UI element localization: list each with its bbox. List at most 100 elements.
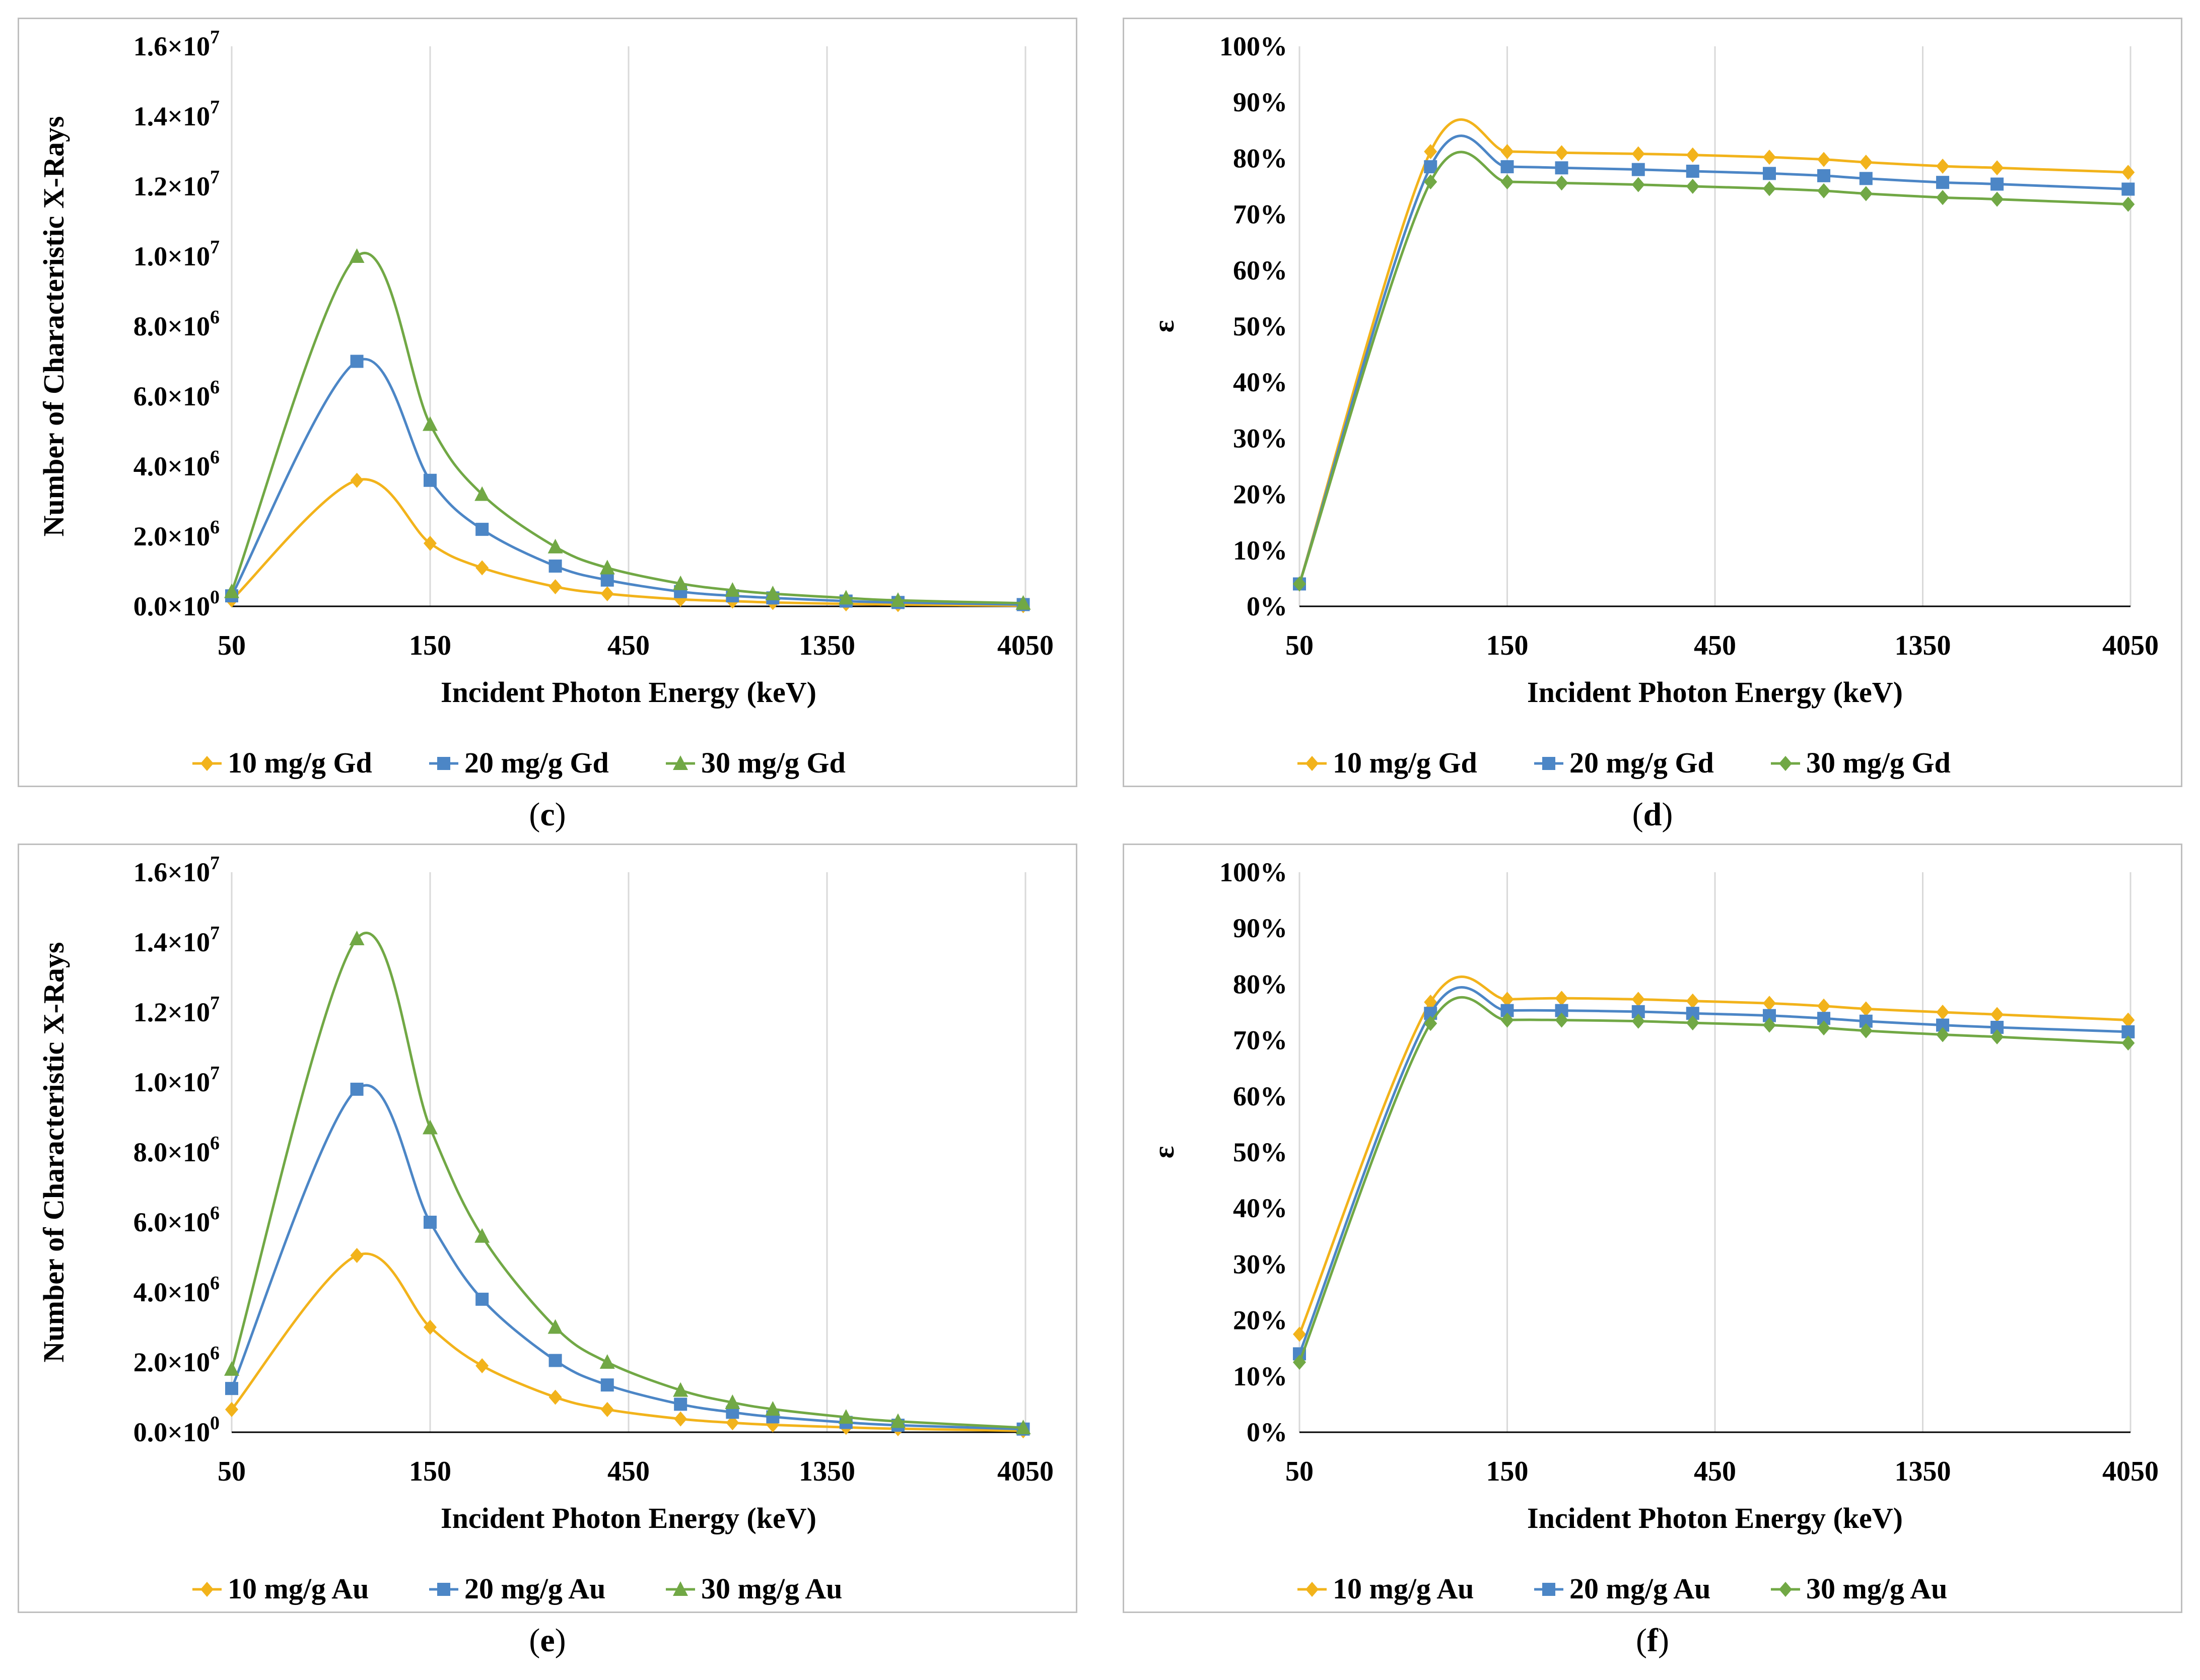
data-point (1631, 146, 1645, 162)
chart-frame (1123, 18, 2182, 787)
legend-label: 10 mg/g Au (1333, 1572, 1474, 1605)
data-point (838, 1409, 854, 1424)
data-point (600, 1378, 614, 1392)
legend-marker (200, 756, 214, 771)
data-point (1015, 1419, 1031, 1434)
legend-item: 20 mg/g Au (429, 1572, 605, 1605)
data-point (1631, 177, 1645, 192)
data-point (424, 1319, 437, 1335)
legend-item: 30 mg/g Gd (666, 746, 846, 779)
data-point (1555, 1012, 1568, 1028)
data-point (599, 559, 615, 575)
legend-label: 20 mg/g Au (1569, 1572, 1710, 1605)
y-tick-label: 0% (1247, 591, 1287, 621)
y-tick-label: 60% (1233, 1081, 1287, 1111)
data-point (674, 1411, 688, 1427)
y-tick-label: 70% (1233, 1025, 1287, 1056)
data-point (1631, 1013, 1645, 1029)
y-tick-label: 1.0×107 (133, 237, 220, 271)
data-point (1555, 161, 1568, 175)
legend-label: 30 mg/g Au (701, 1572, 842, 1605)
legend-item: 20 mg/g Au (1534, 1572, 1710, 1605)
y-tick-label: 40% (1233, 1193, 1287, 1223)
y-tick-label: 1.4×107 (133, 923, 220, 957)
data-point (1859, 186, 1873, 201)
data-point (349, 248, 365, 263)
data-point (548, 1389, 562, 1405)
gridlines (1298, 872, 2132, 1432)
legend-marker (673, 1581, 688, 1596)
data-point (1817, 183, 1831, 198)
legend-label: 20 mg/g Gd (464, 746, 609, 779)
data-point (2121, 182, 2135, 196)
y-tick-label: 1.0×107 (133, 1063, 220, 1097)
data-point (1763, 1017, 1776, 1033)
x-tick-label: 4050 (2102, 630, 2159, 661)
data-point (599, 1354, 615, 1369)
data-point (1424, 1016, 1437, 1031)
data-point (1936, 1005, 1950, 1020)
chart-panel-d: 50 150 450 1350 4050 0% 10% 20% 30% 40% 50% 60% 70% 8… (1123, 18, 2182, 787)
data-point (548, 1354, 562, 1367)
data-point (1817, 152, 1831, 167)
y-tick-label: 0.0×100 (133, 587, 220, 621)
series-1 (1293, 118, 2135, 592)
chart-e: 50 150 450 1350 4050 0.0×100 2.0×106 4.0×106 6.0… (18, 844, 1077, 1613)
x-tick-label: 1350 (799, 630, 855, 661)
data-point (547, 1319, 563, 1334)
data-point (1555, 991, 1568, 1006)
data-point (475, 523, 489, 536)
legend-marker (437, 757, 450, 770)
series-3 (224, 931, 1031, 1434)
x-tick-label: 1350 (1895, 1456, 1951, 1487)
legend-item: 20 mg/g Gd (1534, 746, 1714, 779)
data-point (474, 1228, 490, 1243)
legend-item: 10 mg/g Gd (1297, 746, 1477, 779)
y-tick-label: 4.0×106 (133, 1273, 220, 1307)
data-point (673, 1382, 689, 1397)
y-axis-title: ε (1147, 320, 1180, 333)
y-tick-label: 2.0×106 (133, 1343, 220, 1377)
data-point (725, 1394, 740, 1409)
data-point (1631, 163, 1645, 176)
x-tick-label: 4050 (2102, 1456, 2159, 1487)
legend-item: 10 mg/g Gd (192, 746, 372, 779)
y-tick-label: 100% (1219, 31, 1287, 61)
data-point (1424, 144, 1437, 160)
data-point (423, 1119, 438, 1135)
data-point (475, 1292, 489, 1306)
data-point (2121, 1012, 2135, 1028)
data-point (1763, 167, 1776, 180)
chart-frame (18, 844, 1077, 1613)
legend-marker (1779, 756, 1792, 771)
legend-item: 30 mg/g Au (1771, 1572, 1947, 1605)
legend-marker (437, 1583, 450, 1596)
legend-marker (1779, 1582, 1792, 1597)
data-point (1936, 176, 1950, 189)
y-tick-label: 100% (1219, 857, 1287, 887)
data-point (2121, 196, 2135, 212)
data-point (424, 473, 437, 487)
legend-label: 30 mg/g Au (1806, 1572, 1947, 1605)
y-tick-label: 80% (1233, 143, 1287, 173)
y-tick-label: 1.4×107 (133, 97, 220, 131)
legend-marker (1305, 756, 1319, 771)
data-point (1936, 158, 1950, 174)
legend-label: 10 mg/g Au (228, 1572, 369, 1605)
y-tick-label: 6.0×106 (133, 1203, 220, 1237)
data-point (1936, 190, 1950, 205)
x-tick-label: 150 (409, 630, 451, 661)
data-point (1763, 181, 1776, 196)
y-tick-label: 1.6×107 (133, 853, 220, 887)
legend-label: 20 mg/g Gd (1569, 746, 1714, 779)
legend-marker (1305, 1582, 1319, 1597)
data-point (350, 1248, 364, 1264)
legend-label: 10 mg/g Gd (1333, 746, 1477, 779)
x-axis-title: Incident Photon Energy (keV) (441, 676, 816, 709)
chart-c: 50 150 450 1350 4050 0.0×100 2.0×106 4.0×106 6.0… (18, 18, 1077, 787)
data-point (1555, 145, 1568, 161)
legend-item: 20 mg/g Gd (429, 746, 609, 779)
legend-marker (200, 1582, 214, 1597)
x-axis-title: Incident Photon Energy (keV) (1527, 676, 1903, 709)
chart-d: 50 150 450 1350 4050 0% 10% 20% 30% 40% 50% 60% 70% 8… (1123, 18, 2182, 787)
